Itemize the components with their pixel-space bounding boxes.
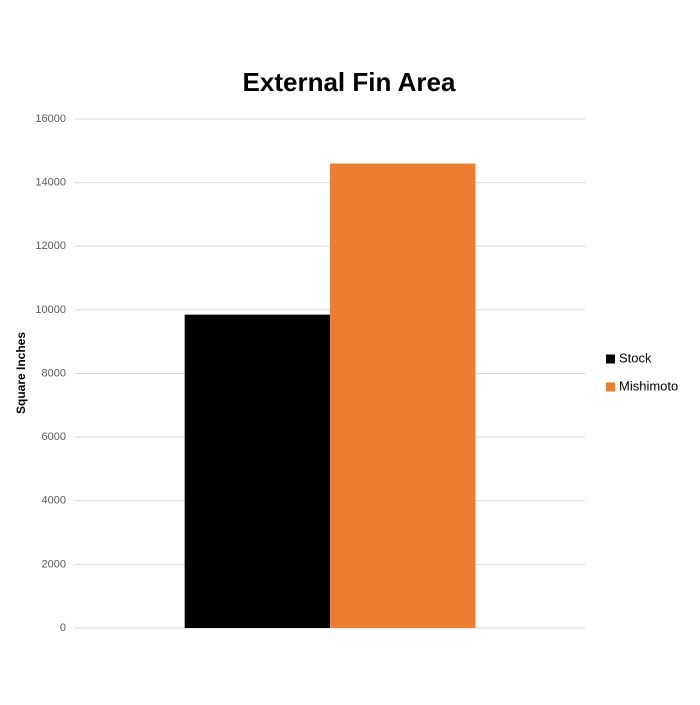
y-tick-label: 12000 [35, 240, 66, 252]
y-tick-label: 16000 [35, 113, 66, 125]
legend-label: Mishimoto [619, 378, 678, 393]
y-tick-label: 8000 [42, 367, 66, 379]
y-tick-label: 10000 [35, 304, 66, 316]
legend-swatch [606, 354, 615, 364]
y-tick-label: 6000 [42, 431, 66, 443]
y-axis-label: Square Inches [14, 332, 28, 414]
y-tick-label: 14000 [35, 177, 66, 189]
legend-swatch [606, 382, 615, 392]
y-tick-label: 4000 [42, 495, 66, 507]
legend-label: Stock [619, 350, 652, 365]
bar [184, 314, 330, 628]
y-tick-label: 0 [60, 622, 66, 634]
chart-title: External Fin Area [243, 67, 456, 97]
y-tick-label: 2000 [42, 558, 66, 570]
bar [330, 163, 476, 628]
